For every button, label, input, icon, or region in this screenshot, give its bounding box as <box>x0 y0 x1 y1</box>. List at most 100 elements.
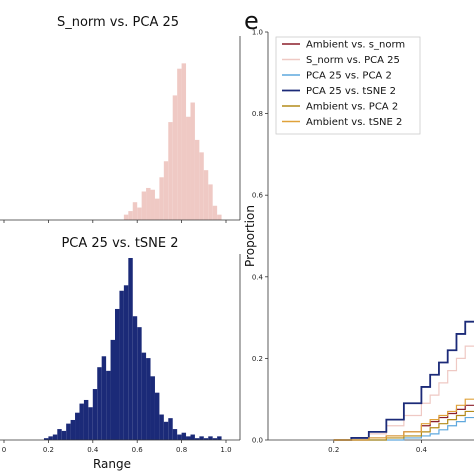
panel-letter: e <box>244 7 259 35</box>
cdf-chart: 0.0 0.2 0.4 0.6 0.8 1.0 0.2 0.4 Proportion Amb… <box>243 29 474 454</box>
hist2-bar <box>119 290 124 440</box>
hist1-bar <box>150 189 155 220</box>
hist1-bar <box>159 177 164 220</box>
cdf-ylabel: Proportion <box>243 205 257 267</box>
hist1-bar <box>203 170 209 220</box>
hist2-bar <box>75 412 80 440</box>
hist2-bars <box>43 258 222 440</box>
hist2-bar <box>132 316 138 440</box>
cdf-y-tick-label: 0.8 <box>252 110 263 118</box>
hist2-bar <box>61 430 67 440</box>
cdf-y-tick-label: 0.6 <box>252 192 264 200</box>
hist2-bar <box>43 438 49 440</box>
hist2-bar <box>141 352 147 440</box>
cdf-x-ticks: 0.2 0.4 <box>328 440 428 454</box>
hist1-bar <box>194 139 200 220</box>
hist2-bar <box>52 434 58 440</box>
hist2-tick-label: 0 <box>2 446 6 454</box>
hist2-bar <box>57 429 62 440</box>
hist2-bar <box>194 438 200 440</box>
hist2-bar <box>212 438 218 440</box>
legend-label: Ambient vs. PCA 2 <box>306 102 398 113</box>
hist2-bar <box>66 423 71 440</box>
hist1-bar <box>199 152 204 220</box>
cdf-series-line <box>333 398 474 441</box>
hist1-bar <box>146 187 151 220</box>
cdf-y-tick-label: 0.0 <box>252 437 263 445</box>
hist1-bar <box>168 122 173 220</box>
hist2-bar <box>159 414 164 440</box>
hist2-bar <box>163 421 169 440</box>
hist2-bar <box>70 419 76 440</box>
cdf-y-tick-label: 0.4 <box>252 273 264 281</box>
hist2-bar <box>128 258 133 440</box>
hist2-bar <box>208 436 213 440</box>
cdf-series-line <box>333 320 474 441</box>
cdf-y-tick-label: 0.2 <box>252 355 263 363</box>
hist2-tick-label: 1.0 <box>220 446 231 454</box>
hist2-bar <box>177 434 182 440</box>
hist2-bar <box>146 358 151 440</box>
hist1-bar <box>172 95 178 220</box>
cdf-y-tick-label: 1.0 <box>252 29 263 37</box>
hist2-tick-label: 0.6 <box>132 446 144 454</box>
cdf-x-tick-label: 0.4 <box>416 446 428 454</box>
hist1-bar <box>217 214 222 220</box>
legend-frame <box>275 36 421 135</box>
hist2-tick-label: 0.8 <box>176 446 187 454</box>
hist2-bar <box>186 436 191 440</box>
histogram-pca25-tsne2: PCA 25 vs. tSNE 2 0 0.2 0.4 0.6 0.8 1.0 Range <box>0 236 241 471</box>
legend-label: PCA 25 vs. tSNE 2 <box>306 86 396 97</box>
cdf-lines <box>333 320 474 441</box>
legend-label: S_norm vs. PCA 25 <box>306 55 400 66</box>
hist2-bar <box>101 356 107 440</box>
hist2-bar <box>181 432 187 440</box>
cdf-legend: Ambient vs. s_norm S_norm vs. PCA 25 PCA 2… <box>275 36 421 135</box>
hist1-bar <box>190 102 195 220</box>
hist1-title: S_norm vs. PCA 25 <box>57 15 179 30</box>
hist2-tick-label: 0.4 <box>87 446 99 454</box>
hist2-ticks: 0 0.2 0.4 0.6 0.8 1.0 <box>2 440 232 454</box>
hist2-bar <box>199 436 204 440</box>
histogram-snorm-pca25: S_norm vs. PCA 25 <box>0 15 241 223</box>
hist1-bar <box>137 207 142 220</box>
hist2-tick-label: 0.2 <box>43 446 54 454</box>
hist1-bar <box>163 161 169 220</box>
hist2-bar <box>83 399 89 440</box>
hist2-bar <box>115 308 120 440</box>
hist2-bar <box>150 376 155 440</box>
hist2-bar <box>48 436 53 440</box>
cdf-x-tick-label: 0.2 <box>328 446 339 454</box>
hist1-ticks <box>3 220 227 223</box>
hist1-bar <box>208 184 213 220</box>
legend-label: Ambient vs. tSNE 2 <box>306 117 402 128</box>
hist2-bar <box>123 285 129 440</box>
hist1-bar <box>181 63 187 220</box>
hist1-bar <box>141 191 147 220</box>
hist2-bar <box>172 429 178 440</box>
hist1-bars <box>123 63 222 220</box>
hist2-bar <box>92 389 98 440</box>
legend-label: Ambient vs. s_norm <box>306 40 405 51</box>
hist2-bar <box>88 407 93 440</box>
hist2-bar <box>137 327 142 440</box>
hist1-bar <box>177 68 182 220</box>
hist2-bar <box>154 392 160 440</box>
hist2-bar <box>106 370 111 440</box>
hist1-bar <box>128 211 133 220</box>
hist2-bar <box>168 418 173 440</box>
hist2-bar <box>79 403 84 440</box>
hist2-title: PCA 25 vs. tSNE 2 <box>61 236 178 251</box>
hist2-xlabel: Range <box>93 457 131 471</box>
hist2-bar <box>217 436 222 440</box>
hist1-bar <box>212 205 218 220</box>
hist2-bar <box>110 339 115 440</box>
hist1-bar <box>132 202 138 220</box>
hist2-bar <box>97 367 102 440</box>
hist1-bar <box>154 198 160 220</box>
cdf-series-line <box>333 410 474 441</box>
hist2-bar <box>203 438 209 440</box>
legend-label: PCA 25 vs. PCA 2 <box>306 71 392 82</box>
